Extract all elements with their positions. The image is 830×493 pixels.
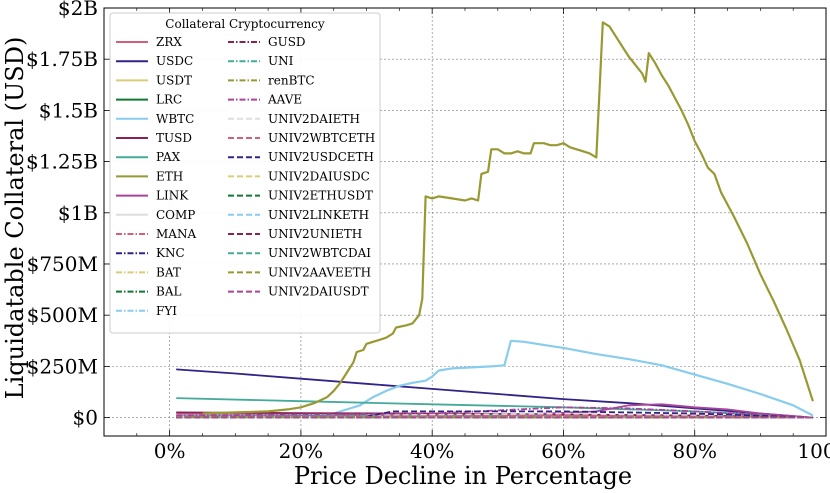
legend-label-link: LINK — [156, 189, 189, 203]
series-line-renbtc — [176, 416, 813, 419]
series-line-eth — [202, 21, 814, 415]
legend-label-univ2ethusdt: UNIV2ETHUSDT — [268, 189, 373, 203]
legend-label-univ2daieth: UNIV2DAIETH — [268, 112, 360, 126]
legend-label-bat: BAT — [156, 265, 181, 279]
legend-entries: ZRX USDC USDT LRC WBTC TUSD PAX ETH LINK COMP MANA… — [116, 35, 375, 318]
x-tick-label: 20% — [279, 439, 323, 463]
x-tick-label: 80% — [673, 439, 717, 463]
y-tick-label: $1.25B — [26, 150, 98, 174]
legend: Collateral Cryptocurrency ZRX USDC USDT LRC… — [109, 12, 381, 334]
legend-label-univ2usdceth: UNIV2USDCETH — [268, 150, 374, 164]
y-tick-label: $2B — [58, 0, 98, 20]
y-tick-label: $500M — [27, 303, 98, 327]
legend-label-renbtc: renBTC — [268, 73, 315, 87]
legend-label-univ2linketh: UNIV2LINKETH — [268, 208, 369, 222]
series-lines — [176, 21, 814, 419]
legend-label-univ2daiusdc: UNIV2DAIUSDC — [268, 169, 370, 183]
legend-label-wbtc: WBTC — [156, 112, 194, 126]
legend-label-zrx: ZRX — [156, 35, 182, 49]
legend-label-univ2wbtcdai: UNIV2WBTCDAI — [268, 246, 371, 260]
legend-label-pax: PAX — [156, 150, 181, 164]
series-line-aave — [176, 406, 813, 419]
legend-label-usdt: USDT — [156, 73, 192, 87]
legend-label-tusd: TUSD — [156, 131, 192, 145]
x-axis-label: Price Decline in Percentage — [294, 462, 632, 490]
x-tick-label: 100% — [797, 439, 830, 463]
legend-label-gusd: GUSD — [268, 35, 306, 49]
legend-label-usdc: USDC — [156, 54, 193, 68]
legend-label-univ2unieth: UNIV2UNIETH — [268, 227, 362, 241]
ticks: 0% 20% 40% 60% 80% 100% $0 $250M $500M $750M $1B $1… — [26, 0, 830, 463]
series-line-usdc — [176, 368, 813, 419]
y-tick-label: $250M — [27, 354, 98, 378]
y-axis-label: Liquidatable Collateral (USD) — [1, 37, 29, 400]
legend-frame — [109, 12, 381, 334]
legend-label-mana: MANA — [156, 227, 196, 241]
legend-label-univ2aaveeth: UNIV2AAVEETH — [268, 265, 371, 279]
legend-title: Collateral Cryptocurrency — [165, 17, 325, 31]
y-tick-label: $1.5B — [39, 98, 98, 122]
y-tick-label: $0 — [73, 406, 98, 430]
legend-label-univ2wbtceth: UNIV2WBTCETH — [268, 131, 375, 145]
legend-label-aave: AAVE — [267, 93, 302, 107]
x-tick-label: 40% — [410, 439, 454, 463]
legend-label-fyi: FYI — [156, 304, 177, 318]
y-tick-label: $750M — [27, 252, 98, 276]
x-tick-label: 0% — [154, 439, 186, 463]
series-line-wbtc — [176, 339, 814, 417]
y-tick-label: $1.75B — [26, 47, 98, 71]
x-tick-label: 60% — [541, 439, 585, 463]
legend-label-univ2daiusdt: UNIV2DAIUSDT — [268, 285, 369, 299]
legend-label-bal: BAL — [156, 285, 181, 299]
legend-label-lrc: LRC — [156, 93, 182, 107]
legend-label-eth: ETH — [156, 169, 183, 183]
legend-label-comp: COMP — [156, 208, 195, 222]
legend-label-knc: KNC — [156, 246, 185, 260]
y-tick-label: $1B — [58, 201, 98, 225]
legend-label-uni: UNI — [268, 54, 294, 68]
